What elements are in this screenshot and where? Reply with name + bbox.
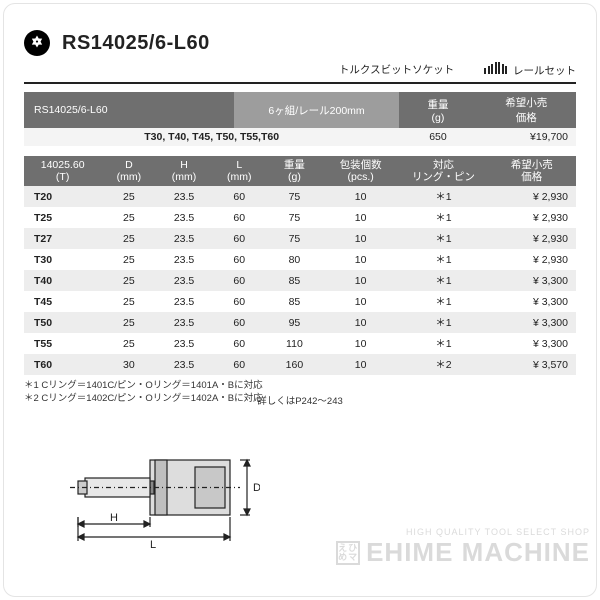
spec-col-2: H(mm) — [156, 156, 211, 186]
set-desc: 6ヶ組/レール200mm — [234, 92, 400, 128]
watermark-logo-icon: えひめマ — [336, 541, 360, 565]
spec-col-1: D(mm) — [101, 156, 156, 186]
subtitle-railset: レールセット — [484, 62, 576, 78]
table-row: T272523.5607510＊1¥ 2,930 — [24, 228, 576, 249]
set-weight: 650 — [399, 128, 476, 146]
table-row: T402523.5608510＊1¥ 3,300 — [24, 270, 576, 291]
spec-col-3: L(mm) — [212, 156, 267, 186]
set-weight-hdr: 重量 (g) — [399, 92, 476, 128]
set-price: ¥19,700 — [477, 128, 576, 146]
spec-col-4: 重量(g) — [267, 156, 322, 186]
spec-table: 14025.60(T)D(mm)H(mm)L(mm)重量(g)包装個数(pcs.… — [24, 156, 576, 375]
set-table: RS14025/6-L60 6ヶ組/レール200mm 重量 (g) 希望小売 価… — [24, 92, 576, 146]
table-row: T552523.56011010＊1¥ 3,300 — [24, 333, 576, 354]
rail-icon — [484, 62, 507, 74]
watermark-big: EHIME MACHINE — [366, 537, 590, 568]
dim-d: D — [253, 482, 260, 494]
watermark: HIGH QUALITY TOOL SELECT SHOP えひめマ EHIME… — [336, 527, 590, 568]
dim-h: H — [110, 512, 118, 524]
footnote-1: ＊1 Cリング＝1401C/ピン・Oリング＝1401A・Bに対応 — [24, 379, 576, 392]
spec-col-6: 対応リング・ピン — [399, 156, 487, 186]
set-code: RS14025/6-L60 — [24, 92, 234, 128]
product-code: RS14025/6-L60 — [62, 32, 210, 55]
socket-diagram: D H L — [50, 445, 260, 555]
spec-col-0: 14025.60(T) — [24, 156, 101, 186]
watermark-small: HIGH QUALITY TOOL SELECT SHOP — [336, 527, 590, 537]
set-contents: T30, T40, T45, T50, T55,T60 — [24, 128, 399, 146]
footnotes: ＊1 Cリング＝1401C/ピン・Oリング＝1401A・Bに対応 ＊2 Cリング… — [24, 379, 576, 408]
table-row: T302523.5608010＊1¥ 2,930 — [24, 249, 576, 270]
table-row: T452523.5608510＊1¥ 3,300 — [24, 291, 576, 312]
spec-col-7: 希望小売価格 — [488, 156, 576, 186]
torx-icon — [24, 30, 50, 56]
table-row: T252523.5607510＊1¥ 2,930 — [24, 207, 576, 228]
spec-col-5: 包装個数(pcs.) — [322, 156, 399, 186]
table-row: T603023.56016010＊2¥ 3,570 — [24, 354, 576, 375]
dim-l: L — [150, 539, 156, 551]
table-row: T502523.5609510＊1¥ 3,300 — [24, 312, 576, 333]
subtitle-socket: トルクスビットソケット — [339, 62, 454, 78]
table-row: T202523.5607510＊1¥ 2,930 — [24, 186, 576, 207]
set-price-hdr: 希望小売 価格 — [477, 92, 576, 128]
